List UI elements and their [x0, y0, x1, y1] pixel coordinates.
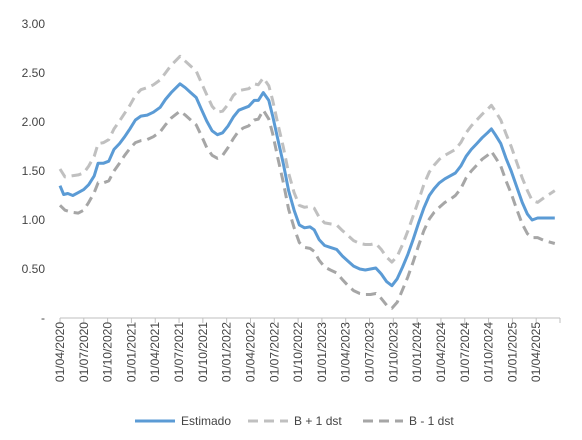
- x-tick-label: 01/04/2023: [339, 322, 353, 382]
- y-tick-label: -: [41, 311, 45, 325]
- x-tick-label: 01/10/2021: [196, 322, 210, 382]
- legend: Estimado B + 1 dst B - 1 dst: [135, 414, 454, 428]
- x-tick-label: 01/07/2023: [363, 322, 377, 382]
- x-tick-label: 01/01/2025: [505, 322, 519, 382]
- y-tick-label: 2.00: [22, 115, 46, 129]
- series-line-estimado: [58, 82, 555, 288]
- x-tick-label: 01/10/2020: [101, 322, 115, 382]
- y-tick-label: 1.00: [22, 213, 46, 227]
- series-line-b-1-dst: [58, 54, 556, 264]
- x-tick-label: 01/01/2024: [410, 322, 424, 382]
- x-tick-label: 01/10/2024: [482, 322, 496, 382]
- legend-label: B - 1 dst: [409, 414, 454, 428]
- x-tick-label: 01/04/2020: [53, 322, 67, 382]
- y-tick-label: 2.50: [22, 66, 46, 80]
- x-tick-label: 01/10/2022: [291, 322, 305, 382]
- x-tick-label: 01/07/2022: [267, 322, 281, 382]
- y-axis: - 0.50 1.00 1.50 2.00 2.50 3.00: [22, 17, 46, 325]
- legend-label: B + 1 dst: [294, 414, 342, 428]
- x-axis: 01/04/2020 01/07/2020 01/10/2020 01/01/2021…: [53, 317, 561, 382]
- x-tick-label: 01/04/2022: [243, 322, 257, 382]
- x-tick-label: 01/04/2021: [148, 322, 162, 382]
- x-tick-label: 01/04/2025: [529, 322, 543, 382]
- y-tick-label: 3.00: [22, 17, 46, 31]
- x-tick-label: 01/01/2023: [315, 322, 329, 382]
- legend-label: Estimado: [181, 414, 231, 428]
- x-tick-label: 01/07/2021: [172, 322, 186, 382]
- series-lines: [58, 54, 556, 310]
- x-tick-label: 01/04/2024: [434, 322, 448, 382]
- x-tick-label: 01/01/2022: [220, 322, 234, 382]
- x-tick-label: 01/10/2023: [386, 322, 400, 382]
- x-tick-label: 01/01/2021: [124, 322, 138, 382]
- x-tick-label: 01/07/2020: [77, 322, 91, 382]
- x-tick-label: 01/07/2024: [458, 322, 472, 382]
- y-tick-label: 1.50: [22, 164, 46, 178]
- y-tick-label: 0.50: [22, 262, 46, 276]
